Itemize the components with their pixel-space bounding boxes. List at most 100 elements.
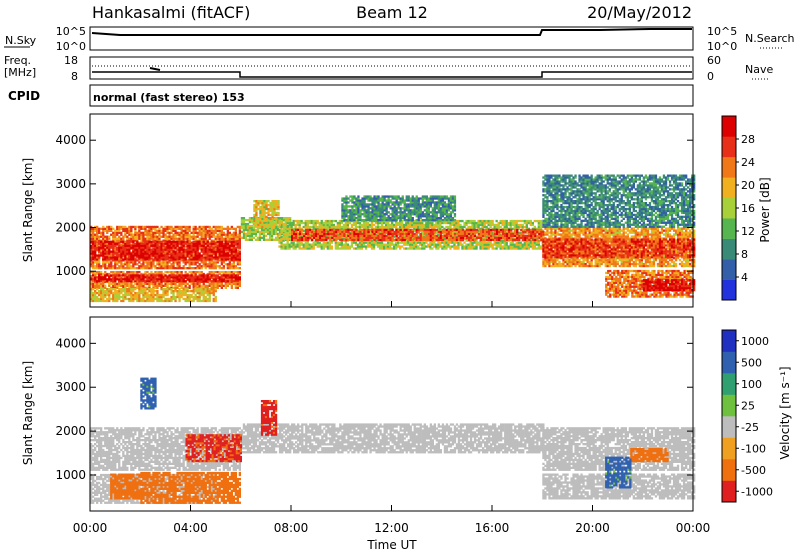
power-cell: [238, 252, 241, 255]
power-cell: [278, 241, 281, 244]
power-cell: [366, 223, 370, 227]
power-cell: [234, 250, 237, 253]
power-cell: [263, 211, 266, 215]
power-cell: [280, 235, 283, 238]
power-cell: [403, 247, 406, 250]
power-cell: [270, 234, 274, 237]
power-cell: [433, 225, 436, 229]
power-cell: [116, 239, 119, 242]
power-cell: [214, 284, 217, 287]
power-cell: [224, 271, 227, 274]
power-cell: [160, 242, 163, 245]
power-cell: [166, 288, 169, 291]
power-cell: [411, 221, 414, 225]
power-cell: [228, 272, 231, 276]
power-cell: [168, 253, 171, 256]
power-cell: [150, 244, 153, 247]
power-cell: [206, 258, 209, 261]
power-cell: [148, 248, 151, 251]
power-cell: [380, 225, 384, 229]
power-cell: [112, 282, 115, 286]
power-cell: [206, 291, 209, 295]
power-cell: [148, 293, 151, 297]
power-cell: [258, 238, 262, 241]
power-cell: [413, 241, 416, 244]
power-cell: [234, 246, 237, 249]
power-cell: [360, 243, 364, 246]
power-cell: [304, 247, 307, 250]
power-cell: [200, 254, 203, 257]
power-cell: [216, 261, 219, 264]
power-cell: [212, 276, 215, 279]
power-cell: [212, 274, 215, 277]
power-cell: [116, 263, 119, 266]
power-cell: [258, 219, 262, 222]
power-cell: [457, 241, 460, 244]
power-cell: [192, 284, 195, 287]
power-cell: [152, 252, 155, 255]
power-cell: [338, 243, 341, 246]
power-cell: [122, 271, 125, 274]
power-cell: [226, 256, 229, 259]
power-cell: [94, 248, 97, 251]
power-cell: [433, 239, 436, 242]
power-cell: [255, 221, 258, 224]
power-cell: [220, 284, 223, 287]
power-cell: [188, 299, 191, 303]
power-cell: [202, 293, 205, 297]
power-cell: [184, 271, 187, 274]
power-cell: [206, 240, 209, 243]
power-cell: [328, 245, 331, 248]
power-cell: [230, 235, 233, 238]
power-cell: [296, 243, 299, 246]
power-cell: [216, 276, 219, 279]
power-cell: [276, 234, 280, 237]
power-cell: [148, 246, 151, 249]
power-cell: [192, 248, 195, 251]
power-cell: [350, 223, 354, 227]
power-cell: [180, 282, 183, 286]
power-cell: [202, 280, 205, 283]
power-cell: [226, 242, 229, 245]
power-cell: [190, 278, 193, 281]
power-cell: [186, 299, 189, 303]
power-cell: [194, 225, 197, 229]
power-cell: [196, 265, 199, 268]
power-cell: [354, 243, 358, 246]
power-cell: [200, 276, 203, 279]
power-cell: [252, 228, 256, 232]
power-cell: [174, 280, 177, 283]
power-cell: [214, 263, 217, 266]
power-cell: [132, 237, 135, 240]
power-cell: [332, 225, 335, 229]
power-cell: [92, 276, 95, 280]
power-cell: [170, 240, 173, 243]
power-cell: [316, 225, 319, 229]
power-cell: [285, 217, 288, 220]
power-cell: [148, 288, 151, 291]
power-cell: [158, 265, 161, 268]
power-cell: [198, 254, 201, 257]
power-cell: [120, 284, 123, 287]
power-cell: [312, 247, 315, 250]
power-cell: [124, 242, 127, 245]
power-cell: [212, 288, 215, 291]
power-cell: [150, 261, 153, 264]
beam-title: Beam 12: [356, 3, 428, 22]
power-cell: [395, 223, 398, 227]
power-cell: [383, 225, 386, 229]
power-cell: [192, 246, 195, 249]
power-cell: [300, 221, 303, 225]
power-cell: [124, 280, 127, 283]
power-cell: [108, 278, 111, 281]
power-cell: [208, 280, 211, 283]
power-cell: [114, 271, 117, 274]
power-cell: [232, 263, 235, 266]
power-cell: [202, 235, 205, 238]
power-cell: [184, 263, 187, 266]
power-cell: [122, 274, 125, 277]
power-cell: [194, 242, 197, 245]
power-cell: [164, 237, 167, 240]
power-cell: [288, 221, 291, 225]
power-cell: [186, 231, 189, 234]
